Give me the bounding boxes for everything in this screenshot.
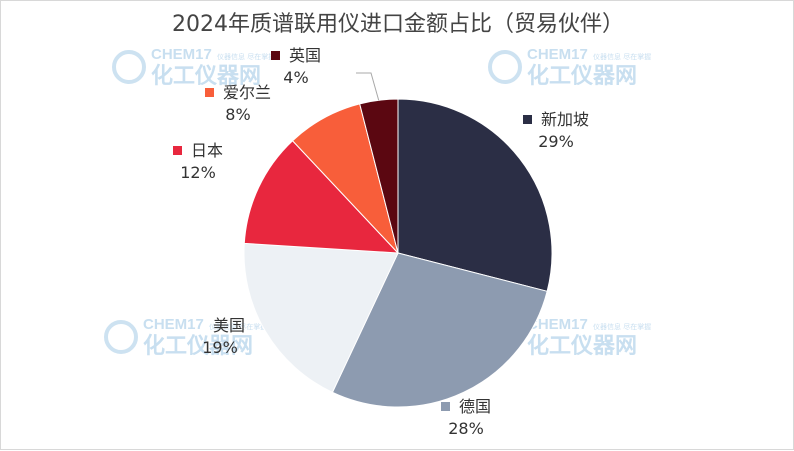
- watermark-brand-en: CHEM17: [143, 316, 204, 333]
- watermark-brand-en: CHEM17: [151, 46, 212, 63]
- legend-swatch-4: [205, 88, 214, 97]
- watermark-brand-cn: 化工仪器网: [527, 63, 637, 89]
- watermark-tagline: 仪器信息 尽在掌握: [593, 322, 651, 331]
- watermark-brand-en: CHEM17: [527, 46, 588, 63]
- pie-slice-3: [243, 140, 400, 254]
- chart-title: 2024年质谱联用仪进口金额占比（贸易伙伴）: [172, 12, 624, 37]
- legend-swatch-0: [523, 115, 532, 124]
- watermark-tagline: 仪器信息 尽在掌握: [217, 52, 275, 61]
- slice-label-name-4: 爱尔兰: [223, 83, 271, 102]
- legend-swatch-1: [441, 402, 450, 411]
- slice-label-name-3: 日本: [191, 141, 223, 160]
- slice-label-value-4: 8%: [225, 105, 250, 124]
- pie-slice-0: [397, 98, 553, 292]
- watermark-brand-cn: 化工仪器网: [143, 333, 253, 359]
- slice-label-value-1: 28%: [448, 419, 484, 438]
- watermark-tagline: 仪器信息 尽在掌握: [209, 322, 267, 331]
- watermark-globe-icon: [104, 320, 138, 354]
- watermark-globe-icon: [488, 50, 522, 84]
- watermark-brand-en: CHEM17: [527, 316, 588, 333]
- slice-label-value-2: 19%: [202, 338, 238, 357]
- watermark-globe-icon: [112, 50, 146, 84]
- slice-labels: 新加坡 29% 德国 28% 美国 19% 日本 12% 爱尔兰 8% 英国 4%: [173, 46, 589, 438]
- slice-label-name-1: 德国: [459, 397, 491, 416]
- watermark-tagline: 仪器信息 尽在掌握: [593, 52, 651, 61]
- pie-slices: [243, 98, 553, 408]
- slice-label-name-5: 英国: [289, 46, 321, 65]
- slice-label-value-0: 29%: [538, 132, 574, 151]
- slice-label-name-2: 美国: [213, 316, 245, 335]
- watermark-brand-cn: 化工仪器网: [527, 333, 637, 359]
- pie-slice-5: [359, 98, 399, 254]
- slice-label-value-3: 12%: [180, 163, 216, 182]
- pie-slice-2: [243, 242, 399, 394]
- leader-line-5: [356, 72, 380, 101]
- slice-label-value-5: 4%: [283, 68, 308, 87]
- legend-swatch-5: [271, 51, 280, 60]
- watermark-brand-cn: 化工仪器网: [151, 63, 261, 89]
- leader-lines: [356, 72, 380, 101]
- slice-label-name-0: 新加坡: [541, 110, 589, 129]
- pie-slice-1: [331, 252, 548, 408]
- legend-swatch-3: [173, 146, 182, 155]
